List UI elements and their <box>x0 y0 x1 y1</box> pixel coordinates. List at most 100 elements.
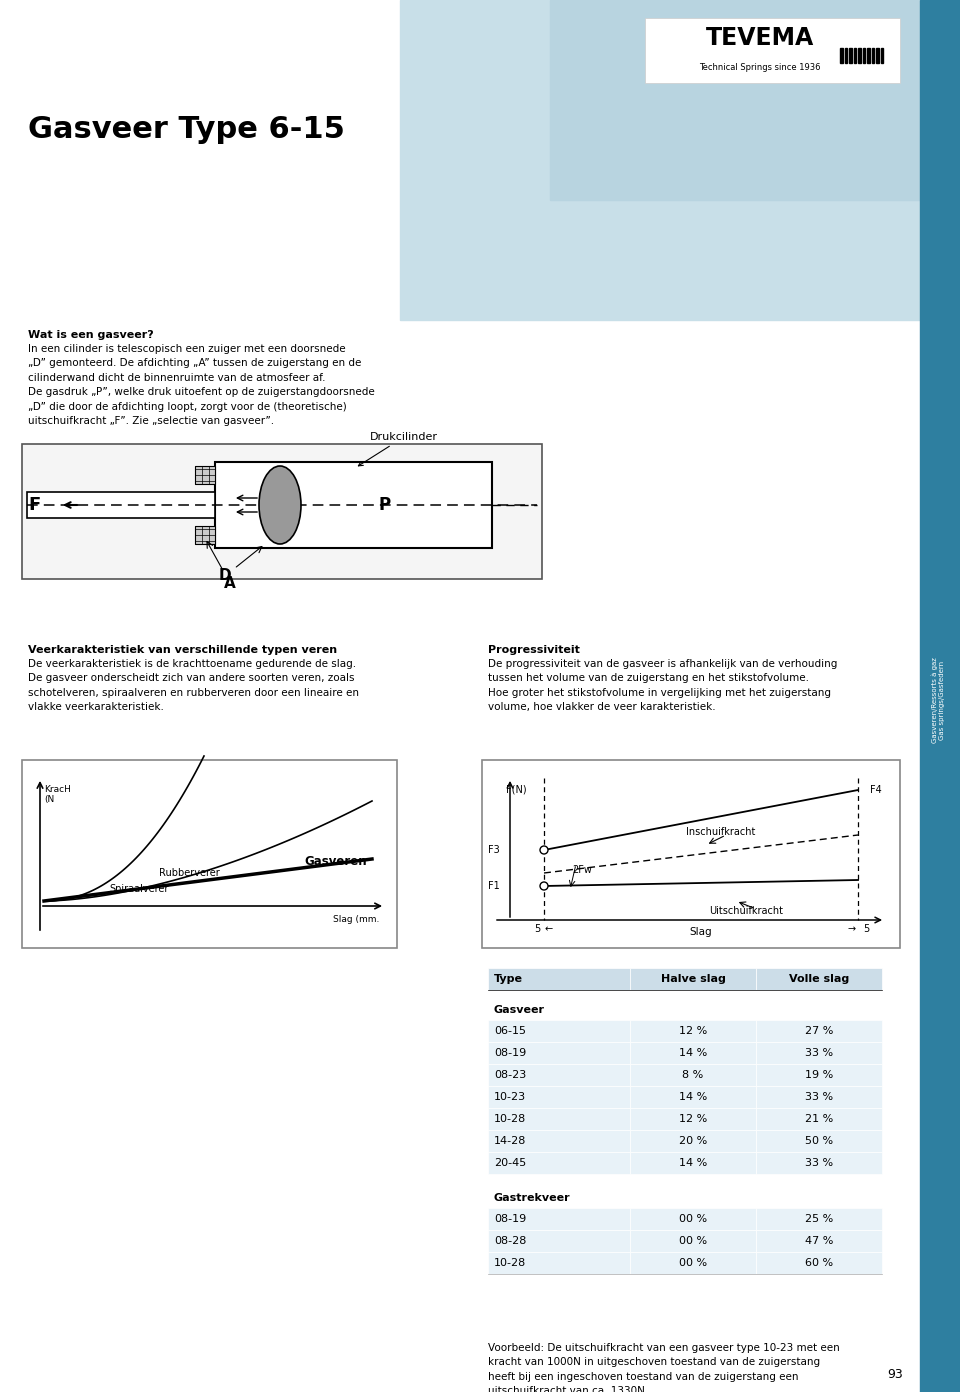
Bar <box>488 1130 630 1153</box>
Bar <box>756 1063 882 1086</box>
Text: 20-45: 20-45 <box>494 1158 526 1168</box>
Text: Uitschuifkracht: Uitschuifkracht <box>709 906 783 916</box>
Text: Gasveren: Gasveren <box>304 855 367 869</box>
Text: In een cilinder is telescopisch een zuiger met een doorsnede
„D” gemonteerd. De : In een cilinder is telescopisch een zuig… <box>28 344 374 426</box>
Text: F4: F4 <box>870 785 881 795</box>
Bar <box>756 1043 882 1063</box>
Text: Spiraalverer: Spiraalverer <box>109 884 168 894</box>
Text: Gasveer: Gasveer <box>494 1005 545 1015</box>
Text: 14-28: 14-28 <box>494 1136 526 1146</box>
Bar <box>488 1020 630 1043</box>
Bar <box>630 1043 756 1063</box>
Text: 93: 93 <box>887 1368 902 1381</box>
Text: →: → <box>848 924 856 934</box>
Bar <box>920 0 960 1392</box>
Text: 14 %: 14 % <box>679 1091 708 1102</box>
Text: 14 %: 14 % <box>679 1048 708 1058</box>
Text: Wat is een gasveer?: Wat is een gasveer? <box>28 330 154 340</box>
Bar <box>756 1208 882 1231</box>
Bar <box>630 1208 756 1231</box>
Bar <box>849 47 852 63</box>
Bar <box>872 47 874 63</box>
Text: 27 %: 27 % <box>804 1026 833 1036</box>
Circle shape <box>540 883 548 889</box>
Bar <box>488 1086 630 1108</box>
Bar <box>630 1153 756 1173</box>
Text: 20 %: 20 % <box>679 1136 708 1146</box>
Bar <box>482 760 900 948</box>
Text: 2Fw: 2Fw <box>572 864 592 876</box>
Bar <box>630 1108 756 1130</box>
Bar <box>630 1130 756 1153</box>
Bar <box>488 1251 630 1274</box>
Text: 19 %: 19 % <box>804 1070 833 1080</box>
Text: Gasveer Type 6-15: Gasveer Type 6-15 <box>28 116 345 145</box>
Text: 00 %: 00 % <box>679 1258 708 1268</box>
Bar <box>880 47 883 63</box>
Text: Rubberverer: Rubberverer <box>159 867 220 878</box>
Text: 12 %: 12 % <box>679 1114 708 1123</box>
Bar <box>876 47 878 63</box>
Text: 33 %: 33 % <box>804 1158 833 1168</box>
Text: 33 %: 33 % <box>804 1048 833 1058</box>
Bar <box>488 1153 630 1173</box>
Text: D: D <box>219 547 262 583</box>
Bar <box>630 1251 756 1274</box>
Bar <box>845 47 847 63</box>
Bar <box>195 526 215 544</box>
Text: F3: F3 <box>489 845 500 855</box>
Bar <box>756 1251 882 1274</box>
Text: 08-23: 08-23 <box>494 1070 526 1080</box>
Bar <box>858 47 860 63</box>
Text: 08-28: 08-28 <box>494 1236 526 1246</box>
Text: 10-28: 10-28 <box>494 1114 526 1123</box>
Bar <box>550 0 920 200</box>
Text: Volle slag: Volle slag <box>789 974 850 984</box>
Text: KracH
(N: KracH (N <box>44 785 71 805</box>
Bar <box>756 1108 882 1130</box>
Bar <box>22 760 397 948</box>
Text: Type: Type <box>494 974 523 984</box>
Bar <box>756 967 882 990</box>
Text: De progressiviteit van de gasveer is afhankelijk van de verhouding
tussen het vo: De progressiviteit van de gasveer is afh… <box>488 658 837 713</box>
Text: 25 %: 25 % <box>804 1214 833 1224</box>
Bar <box>756 1153 882 1173</box>
Bar <box>630 967 756 990</box>
Text: Gasveren/Ressorts à gaz
Gas springs/Gasfedern: Gasveren/Ressorts à gaz Gas springs/Gasf… <box>931 657 945 743</box>
Text: Voorbeeld: De uitschuifkracht van een gasveer type 10-23 met een
kracht van 1000: Voorbeeld: De uitschuifkracht van een ga… <box>488 1343 840 1392</box>
Bar <box>756 1020 882 1043</box>
Text: Veerkarakteristiek van verschillende typen veren: Veerkarakteristiek van verschillende typ… <box>28 644 337 656</box>
Text: F: F <box>28 496 40 514</box>
Bar <box>867 47 870 63</box>
Text: 60 %: 60 % <box>804 1258 833 1268</box>
Text: 08-19: 08-19 <box>494 1214 526 1224</box>
Text: Progressiviteit: Progressiviteit <box>488 644 580 656</box>
Text: 12 %: 12 % <box>679 1026 708 1036</box>
Bar <box>488 1063 630 1086</box>
Text: Slag (mm.: Slag (mm. <box>332 916 379 924</box>
Bar <box>630 1063 756 1086</box>
Bar <box>756 1231 882 1251</box>
Bar <box>840 47 843 63</box>
Text: TEVEMA: TEVEMA <box>706 26 814 50</box>
Bar <box>488 1208 630 1231</box>
Bar <box>853 47 856 63</box>
Bar <box>400 0 920 320</box>
Text: F1: F1 <box>489 881 500 891</box>
Text: 50 %: 50 % <box>804 1136 833 1146</box>
Text: 10-28: 10-28 <box>494 1258 526 1268</box>
Bar <box>756 1130 882 1153</box>
Text: 10-23: 10-23 <box>494 1091 526 1102</box>
Text: Slag: Slag <box>689 927 712 937</box>
Text: F(N): F(N) <box>506 785 527 795</box>
Text: 5: 5 <box>534 924 540 934</box>
Text: Technical Springs since 1936: Technical Springs since 1936 <box>699 64 821 72</box>
Text: 08-19: 08-19 <box>494 1048 526 1058</box>
Text: Halve slag: Halve slag <box>660 974 726 984</box>
Text: 14 %: 14 % <box>679 1158 708 1168</box>
Bar <box>630 1020 756 1043</box>
Bar <box>22 444 542 579</box>
Text: 00 %: 00 % <box>679 1236 708 1246</box>
Bar <box>488 1043 630 1063</box>
Bar <box>630 1231 756 1251</box>
